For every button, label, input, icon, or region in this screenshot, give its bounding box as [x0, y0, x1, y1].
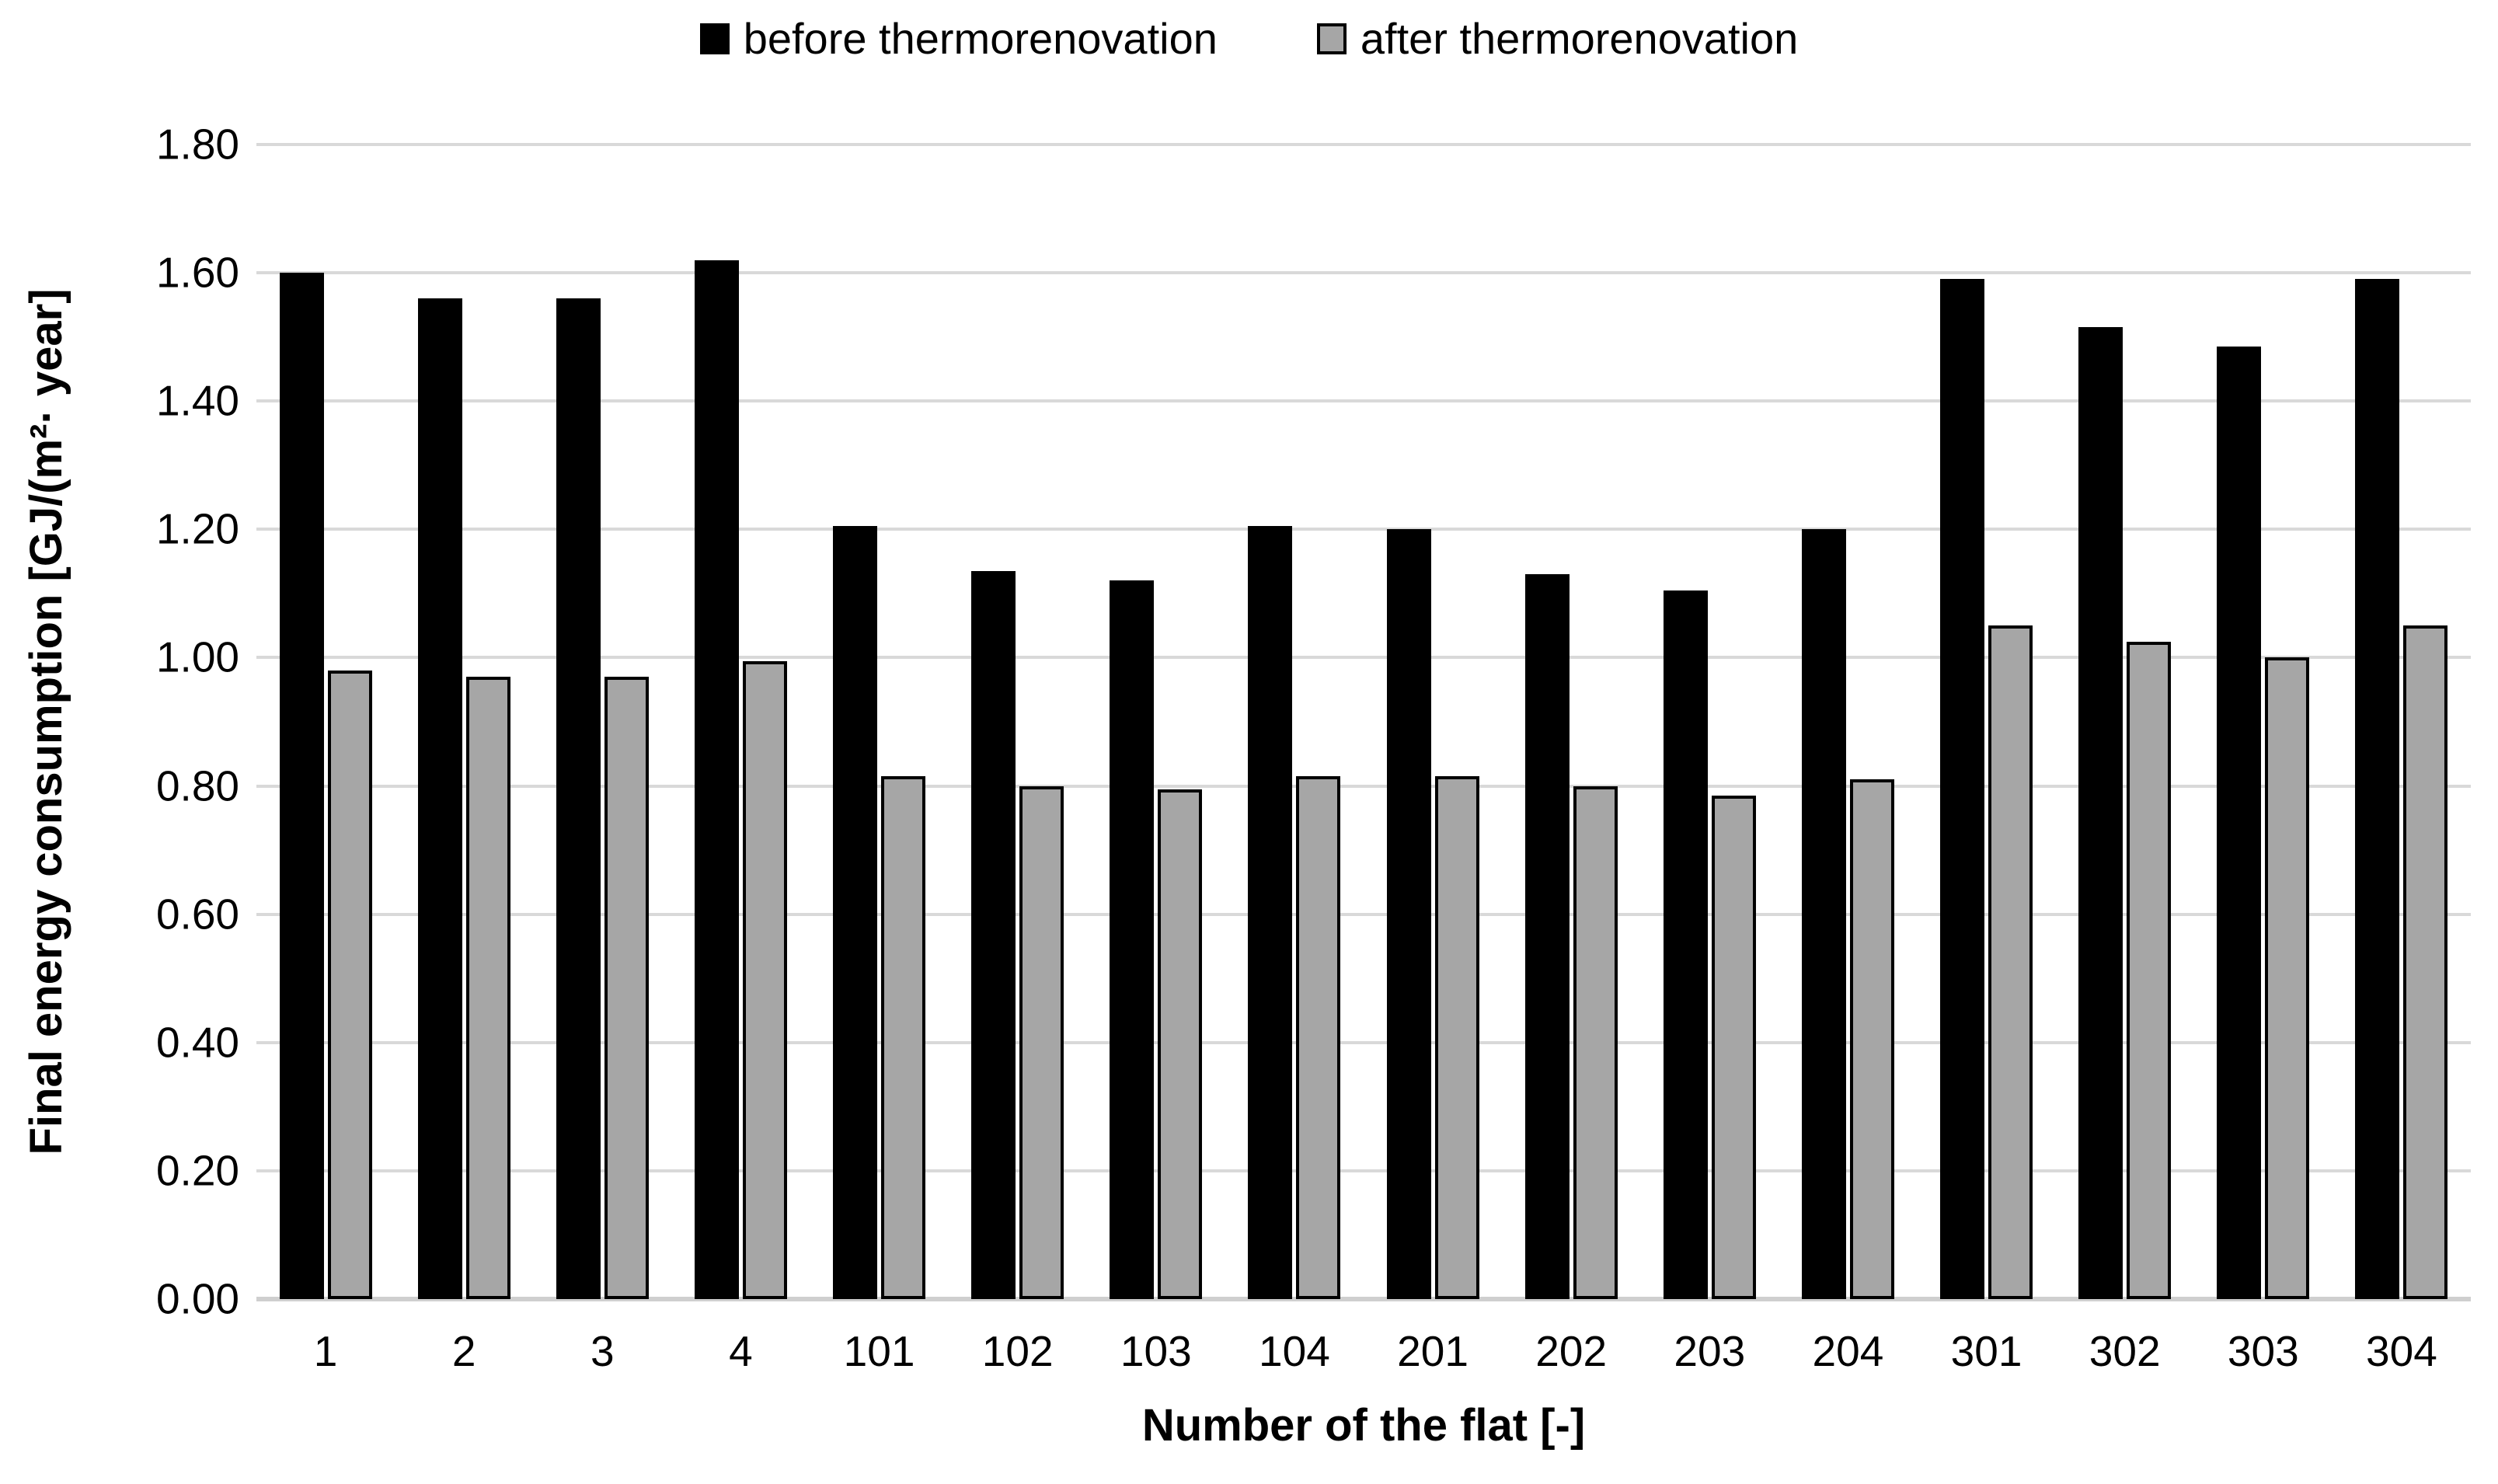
bar-before-flat-203	[1663, 590, 1708, 1299]
legend-label-after: after thermorenovation	[1360, 14, 1799, 63]
bar-group-204	[1779, 145, 1917, 1299]
bar-after-flat-104	[1296, 776, 1341, 1299]
x-tick-label-1: 1	[313, 1327, 338, 1375]
bar-after-flat-303	[2265, 657, 2310, 1299]
bar-after-flat-304	[2403, 625, 2448, 1299]
bar-group-1	[256, 145, 395, 1299]
x-axis-title: Number of the flat [-]	[1141, 1400, 1586, 1451]
bar-after-flat-101	[881, 776, 926, 1299]
gridline-1.20	[256, 528, 2471, 531]
gridline-1.40	[256, 399, 2471, 403]
bar-before-flat-104	[1248, 526, 1293, 1299]
gridline-0.80	[256, 784, 2471, 788]
bar-group-101	[810, 145, 949, 1299]
x-tick-label-303: 303	[2227, 1327, 2299, 1375]
x-axis-tick-labels: 1 2 3 4 101 102 103 104 201 202 203 204 301 302 303 304	[256, 1330, 2471, 1373]
bar-after-flat-103	[1158, 789, 1203, 1299]
bar-after-flat-102	[1019, 786, 1064, 1299]
x-tick-label-302: 302	[2089, 1327, 2161, 1375]
bar-after-flat-2	[465, 677, 510, 1299]
x-axis-line	[256, 1297, 2471, 1301]
legend: before thermorenovation after thermoreno…	[0, 17, 2498, 61]
x-tick-label-104: 104	[1259, 1327, 1330, 1375]
bar-group-201	[1364, 145, 1502, 1299]
bar-before-flat-201	[1386, 529, 1431, 1299]
x-tick-label-102: 102	[981, 1327, 1054, 1375]
x-tick-label-103: 103	[1120, 1327, 1192, 1375]
bar-after-flat-1	[327, 670, 372, 1299]
y-tick-label-1.00: 1.00	[155, 632, 239, 681]
gridline-0.60	[256, 912, 2471, 916]
gridline-1.60	[256, 271, 2471, 275]
bar-before-flat-304	[2355, 279, 2400, 1299]
bar-after-flat-204	[1849, 779, 1894, 1299]
x-tick-label-203: 203	[1674, 1327, 1746, 1375]
y-tick-label-1.20: 1.20	[155, 504, 239, 553]
x-tick-label-202: 202	[1535, 1327, 1608, 1375]
y-tick-label-1.40: 1.40	[155, 376, 239, 425]
bar-group-3	[533, 145, 671, 1299]
x-tick-label-101: 101	[843, 1327, 915, 1375]
gridline-0.40	[256, 1040, 2471, 1044]
legend-item-before: before thermorenovation	[699, 14, 1218, 63]
x-tick-label-3: 3	[591, 1327, 615, 1375]
bar-groups	[256, 145, 2471, 1299]
bar-group-4	[671, 145, 810, 1299]
plot-area	[256, 143, 2471, 1301]
y-tick-label-0.00: 0.00	[155, 1274, 239, 1323]
y-tick-label-0.60: 0.60	[155, 890, 239, 939]
bar-before-flat-4	[694, 260, 739, 1299]
bar-before-flat-301	[1940, 279, 1985, 1299]
bar-group-301	[1918, 145, 2056, 1299]
bar-after-flat-202	[1573, 786, 1618, 1299]
y-tick-label-0.20: 0.20	[155, 1146, 239, 1195]
x-tick-label-304: 304	[2366, 1327, 2437, 1375]
bar-after-flat-301	[1988, 625, 2033, 1299]
bar-before-flat-101	[833, 526, 878, 1299]
bar-before-flat-204	[1801, 529, 1846, 1299]
x-tick-label-201: 201	[1397, 1327, 1468, 1375]
bar-group-103	[1087, 145, 1225, 1299]
bar-group-2	[395, 145, 533, 1299]
y-tick-label-0.80: 0.80	[155, 761, 239, 810]
bar-group-302	[2056, 145, 2194, 1299]
gridline-1.80	[256, 143, 2471, 146]
bar-before-flat-2	[417, 298, 462, 1299]
bar-after-flat-203	[1711, 795, 1756, 1299]
gridline-0.20	[256, 1169, 2471, 1172]
bar-group-102	[949, 145, 1087, 1299]
x-tick-label-2: 2	[451, 1327, 476, 1375]
bar-after-flat-3	[604, 677, 649, 1299]
bar-before-flat-103	[1110, 580, 1155, 1299]
gridline-1.00	[256, 656, 2471, 660]
legend-swatch-after-icon	[1316, 23, 1347, 54]
x-tick-label-4: 4	[729, 1327, 753, 1375]
bar-group-304	[2333, 145, 2471, 1299]
bar-before-flat-1	[279, 273, 324, 1299]
bar-after-flat-4	[742, 660, 787, 1299]
bar-after-flat-302	[2127, 641, 2172, 1299]
x-tick-label-301: 301	[1950, 1327, 2022, 1375]
bar-before-flat-102	[971, 571, 1016, 1299]
bar-group-104	[1225, 145, 1364, 1299]
bar-group-203	[1640, 145, 1779, 1299]
bar-after-flat-201	[1434, 776, 1479, 1299]
legend-item-after: after thermorenovation	[1316, 14, 1799, 63]
legend-label-before: before thermorenovation	[743, 14, 1218, 63]
y-tick-label-0.40: 0.40	[155, 1018, 239, 1067]
y-tick-label-1.80: 1.80	[155, 120, 239, 169]
y-tick-label-1.60: 1.60	[155, 248, 239, 297]
bar-group-202	[1502, 145, 1640, 1299]
bar-before-flat-302	[2078, 327, 2123, 1299]
bar-before-flat-3	[556, 298, 601, 1299]
x-tick-label-204: 204	[1812, 1327, 1884, 1375]
bar-before-flat-202	[1524, 574, 1570, 1299]
y-axis-tick-labels: 0.00 0.20 0.40 0.60 0.80 1.00 1.20 1.40 1.60 1.80	[0, 123, 239, 1320]
legend-swatch-before-icon	[699, 23, 730, 54]
bar-group-303	[2194, 145, 2333, 1299]
bar-before-flat-303	[2217, 347, 2262, 1299]
